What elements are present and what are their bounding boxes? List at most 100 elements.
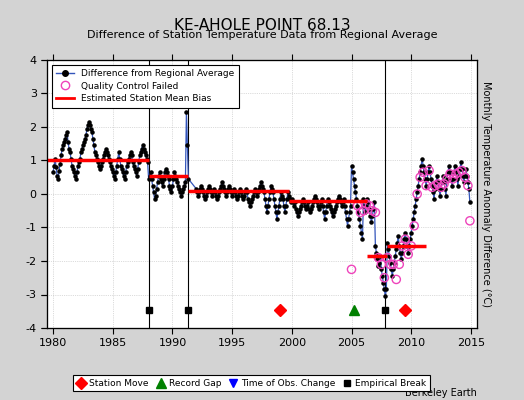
Point <box>329 212 337 219</box>
Point <box>177 192 185 199</box>
Point <box>226 186 234 192</box>
Point <box>176 189 184 196</box>
Point <box>256 182 264 189</box>
Point <box>113 162 121 169</box>
Point <box>372 250 380 256</box>
Point <box>404 250 412 256</box>
Point <box>73 169 81 176</box>
Point <box>110 172 118 179</box>
Point <box>279 196 287 202</box>
Point <box>464 182 472 189</box>
Point <box>371 243 379 249</box>
Point <box>422 182 430 189</box>
Point <box>405 243 413 249</box>
Point <box>358 236 367 242</box>
Point <box>394 233 402 239</box>
Point <box>448 182 456 189</box>
Point <box>210 186 219 192</box>
Point <box>425 162 433 169</box>
Point <box>454 182 462 189</box>
Point <box>421 176 429 182</box>
Point <box>137 146 146 152</box>
Point <box>173 179 182 186</box>
Point <box>165 182 173 189</box>
Point <box>213 196 222 202</box>
Point <box>315 202 324 209</box>
Point <box>292 209 301 216</box>
Point <box>323 196 332 202</box>
Point <box>261 196 269 202</box>
Point <box>108 169 117 176</box>
Point <box>259 186 267 192</box>
Point <box>174 182 183 189</box>
Point <box>205 182 213 189</box>
Point <box>458 172 467 179</box>
Point <box>254 189 262 196</box>
Point <box>367 219 376 226</box>
Point <box>333 196 342 202</box>
Point <box>389 266 398 272</box>
Point <box>172 176 181 182</box>
Point <box>419 162 428 169</box>
Point <box>244 196 252 202</box>
Point <box>209 189 217 196</box>
Point <box>311 192 319 199</box>
Point <box>373 256 381 262</box>
Point <box>453 176 461 182</box>
Point <box>391 253 399 259</box>
Point <box>384 246 392 252</box>
Point <box>84 122 92 128</box>
Point <box>224 186 232 192</box>
Point <box>143 156 151 162</box>
Point <box>401 229 409 236</box>
Point <box>461 174 469 180</box>
Point <box>197 182 205 189</box>
Point <box>444 169 452 176</box>
Point <box>267 182 275 189</box>
Point <box>78 146 86 152</box>
Point <box>377 266 386 272</box>
Point <box>199 189 208 196</box>
Point <box>51 156 59 162</box>
Point <box>445 162 453 169</box>
Point <box>464 179 472 186</box>
Point <box>139 146 148 152</box>
Point <box>438 179 446 186</box>
Point <box>180 182 189 189</box>
Point <box>228 192 236 199</box>
Point <box>194 192 203 199</box>
Point <box>252 189 260 196</box>
Point <box>380 286 388 293</box>
Point <box>178 189 187 196</box>
Point <box>428 184 436 190</box>
Point <box>170 169 179 176</box>
Point <box>103 149 111 155</box>
Point <box>361 202 369 209</box>
Point <box>218 179 226 186</box>
Point <box>145 176 153 182</box>
Point <box>408 223 417 229</box>
Point <box>245 199 253 206</box>
Point <box>350 176 358 182</box>
Point <box>418 156 427 162</box>
Point <box>302 206 310 212</box>
Point <box>455 169 463 176</box>
Point <box>128 159 137 165</box>
Point <box>147 176 156 182</box>
Point <box>436 192 444 199</box>
Point <box>235 189 243 196</box>
Point <box>102 146 110 152</box>
Point <box>231 189 239 196</box>
Point <box>201 196 210 202</box>
Point <box>331 202 340 209</box>
Point <box>466 218 474 224</box>
Point <box>278 192 286 199</box>
Point <box>100 152 108 159</box>
Point <box>356 209 365 216</box>
Legend: Station Move, Record Gap, Time of Obs. Change, Empirical Break: Station Move, Record Gap, Time of Obs. C… <box>73 375 430 392</box>
Point <box>212 192 221 199</box>
Point <box>301 202 309 209</box>
Point <box>374 263 383 269</box>
Point <box>69 166 77 172</box>
Point <box>422 182 430 189</box>
